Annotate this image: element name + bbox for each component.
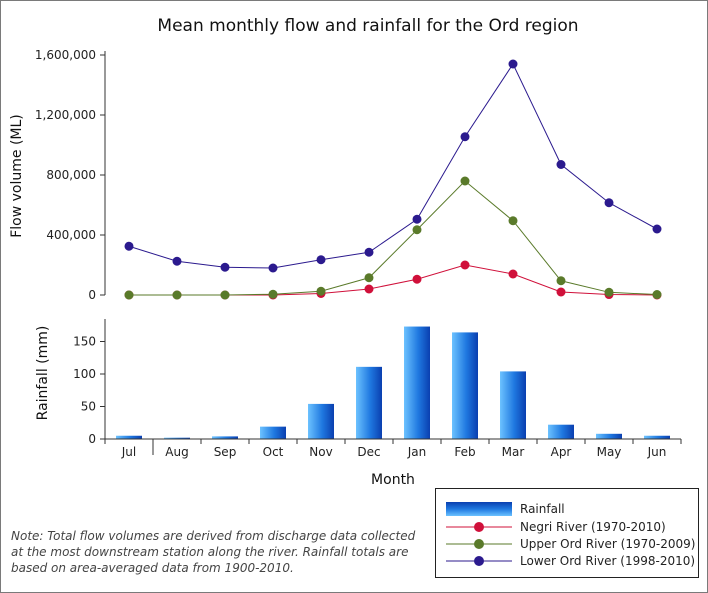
flow-point [268,289,278,299]
rain-bar [308,403,334,439]
rain-bar [260,426,286,439]
x-tick-label: Dec [357,445,380,459]
x-tick-label: Oct [263,445,284,459]
flow-point [460,132,470,142]
rain-bar [644,435,670,439]
flow-point [508,59,518,69]
flow-point [412,274,422,284]
legend-marker-negri [474,522,484,532]
flow-point [460,176,470,186]
legend: Rainfall Negri River (1970-2010) Upper O… [435,488,699,578]
x-tick-label: Feb [454,445,475,459]
flow-point [652,224,662,234]
x-tick-label: Nov [309,445,332,459]
flow-point [316,286,326,296]
x-tick-label: Apr [551,445,572,459]
x-axis: Jul Aug Sep Oct Nov Dec Jan Feb Mar Apr May Jun [100,438,682,459]
flow-point [556,160,566,169]
flow-point [364,273,374,283]
x-tick-label: Jan [407,445,427,459]
flow-point [172,290,182,300]
rain-y-tick-label: 50 [81,400,96,414]
legend-label-negri: Negri River (1970-2010) [520,520,666,534]
flow-point [508,269,518,279]
flow-point [316,255,326,265]
rain-y-axis-title: Rainfall (mm) [35,326,51,421]
flow-point [172,256,182,266]
flow-y-axis-title: Flow volume (ML) [9,114,25,238]
flow-y-tick-label: 1,200,000 [35,108,96,122]
rain-y-tick-label: 150 [73,335,96,349]
flow-y-tick-label: 400,000 [46,228,96,242]
flow-point [556,287,566,297]
flow-point [460,260,470,270]
flow-point [220,290,230,300]
rain-bar [500,371,526,439]
flow-point [604,198,614,208]
flow-panel: 0 400,000 800,000 1,200,000 1,600,000 [35,48,662,302]
flow-y-tick-label: 800,000 [46,168,96,182]
rain-y-tick-label: 0 [88,432,96,446]
flow-y-tick-label: 1,600,000 [35,48,96,62]
rain-bar [212,436,238,439]
flow-point [508,216,518,226]
x-tick-label: Jun [647,445,667,459]
rain-bar [356,366,382,439]
legend-label-rainfall: Rainfall [520,502,565,516]
rain-panel: 0 50 100 150 [73,319,670,446]
chart-title: Mean monthly flow and rainfall for the O… [157,16,578,36]
legend-swatch-rainfall [446,502,512,516]
flow-point [220,262,230,272]
flow-point [268,263,278,273]
flow-point [652,290,662,300]
x-tick-label: Sep [214,445,237,459]
flow-point [412,214,422,224]
flow-point [604,287,614,297]
flow-point [412,225,422,235]
flow-point [124,241,134,251]
rain-bar [596,433,622,439]
legend-label-upper-ord: Upper Ord River (1970-2009) [520,537,695,551]
x-tick-label: May [597,445,622,459]
x-axis-title: Month [371,472,415,488]
legend-marker-lower-ord [474,556,484,566]
rain-bar [548,424,574,439]
flow-y-tick-label: 0 [88,288,96,302]
rain-bar [164,437,190,439]
flow-point [364,247,374,257]
legend-marker-upper-ord [474,539,484,549]
flow-point [124,290,134,300]
flow-point [364,284,374,294]
flow-point [556,276,566,286]
x-tick-label: Aug [165,445,188,459]
flow-series-line-0 [129,264,658,296]
rain-y-tick-label: 100 [73,367,96,381]
flow-series-line-2 [128,62,658,269]
rain-bar [116,435,142,439]
legend-label-lower-ord: Lower Ord River (1998-2010) [520,554,695,568]
x-tick-label: Mar [502,445,525,459]
chart-note: Note: Total flow volumes are derived fro… [11,529,416,575]
x-tick-label: Jul [121,445,136,459]
rain-bar [404,326,430,439]
rain-bar [452,332,478,439]
flow-series-line-1 [129,180,658,296]
legend-canvas: Rainfall Negri River (1970-2010) Upper O… [446,502,695,568]
